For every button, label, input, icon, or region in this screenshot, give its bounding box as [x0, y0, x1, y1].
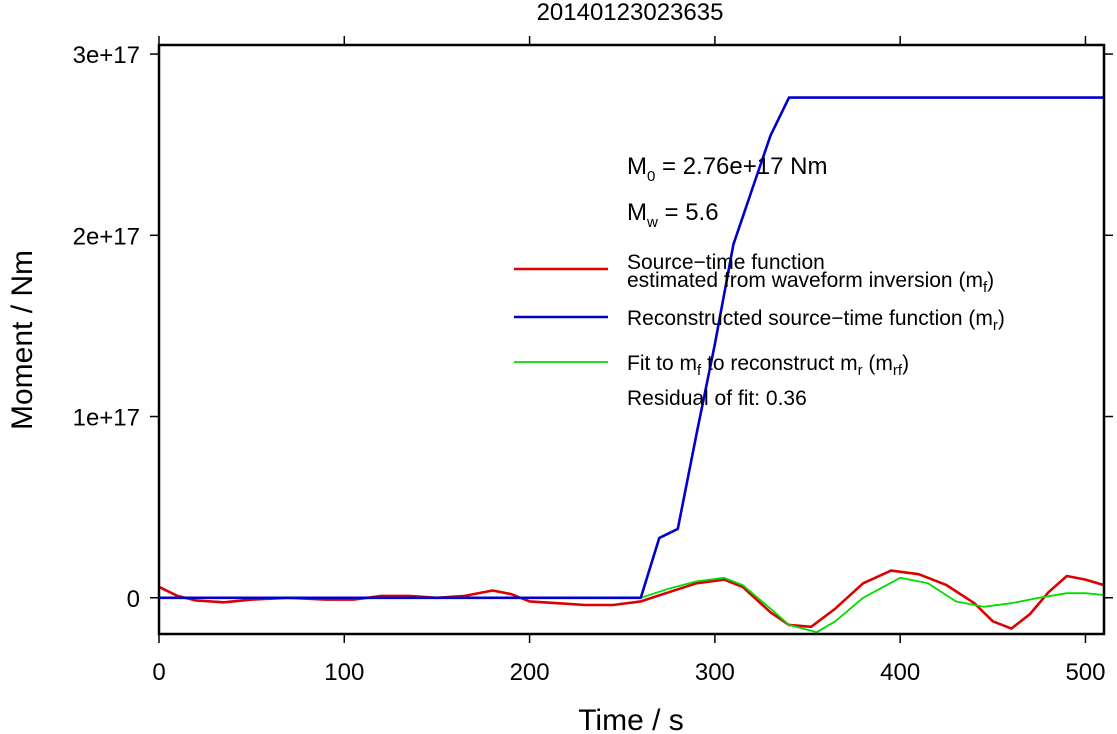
legend-text-fit-b: to reconstruct m: [701, 352, 857, 375]
series-line-reconstructed: [159, 96, 1104, 600]
plot-frame: [157, 43, 1106, 636]
legend-sub-fit-rf: rf: [893, 362, 903, 379]
x-tick-label: 400: [880, 659, 920, 686]
m0-annotation: M0 = 2.76e+17 Nm: [627, 153, 827, 185]
x-tick-label: 0: [152, 659, 165, 686]
m0-value: = 2.76e+17 Nm: [655, 153, 827, 180]
legend-close-1: ): [998, 307, 1005, 330]
legend-close-0: ): [987, 269, 994, 292]
chart-title: 20140123023635: [537, 0, 724, 26]
x-tick-label: 300: [695, 659, 735, 686]
legend-text-reconstructed: Reconstructed source−time function (mr): [627, 307, 1005, 334]
legend-sub-r: r: [993, 317, 998, 334]
residual-annotation: Residual of fit: 0.36: [627, 387, 807, 410]
legend-text-fit-c: (m: [863, 352, 893, 375]
legend-text-fit: Fit to mf to reconstruct mr (mrf): [627, 352, 909, 379]
y-tick-label: 1e+17: [73, 405, 140, 432]
x-tick-label: 200: [510, 659, 550, 686]
legend-close-2: ): [902, 352, 909, 375]
y-tick-label: 0: [127, 586, 140, 613]
mw-subscript: w: [646, 214, 658, 231]
legend-text-source-time-line1: Source−time function: [627, 251, 825, 274]
mw-symbol: M: [627, 199, 647, 226]
x-axis-title: Time / s: [578, 704, 684, 734]
y-tick-label: 2e+17: [73, 223, 140, 250]
legend-text-fit-a: Fit to m: [627, 352, 697, 375]
mw-value: = 5.6: [658, 199, 719, 226]
mw-annotation: Mw = 5.6: [627, 199, 719, 231]
y-axis-title: Moment / Nm: [6, 250, 39, 430]
m0-symbol: M: [627, 153, 647, 180]
legend-text-reconstructed-main: Reconstructed source−time function (m: [627, 307, 993, 330]
y-axis-ticks: 0 1e+17 2e+17 3e+17: [73, 42, 1113, 613]
legend-text-source-time-main: estimated from waveform inversion (m: [627, 269, 983, 292]
legend-text-source-time-line2: estimated from waveform inversion (mf): [627, 269, 994, 296]
legend-sub-fit-r: r: [858, 362, 863, 379]
legend: Source−time function estimated from wave…: [514, 251, 1005, 410]
y-tick-label: 3e+17: [73, 42, 140, 69]
series-line-source-time: [159, 569, 1104, 630]
x-tick-label: 500: [1065, 659, 1105, 686]
legend-sub-fit-f: f: [697, 362, 702, 379]
m0-subscript: 0: [647, 168, 655, 185]
series-line-fit: [640, 576, 1104, 634]
legend-sub-f: f: [983, 279, 988, 296]
series-layer: [159, 96, 1104, 634]
x-tick-label: 100: [324, 659, 364, 686]
x-axis-ticks: 0 100 200 300 400 500: [152, 36, 1105, 686]
plot-area: [159, 96, 1104, 634]
